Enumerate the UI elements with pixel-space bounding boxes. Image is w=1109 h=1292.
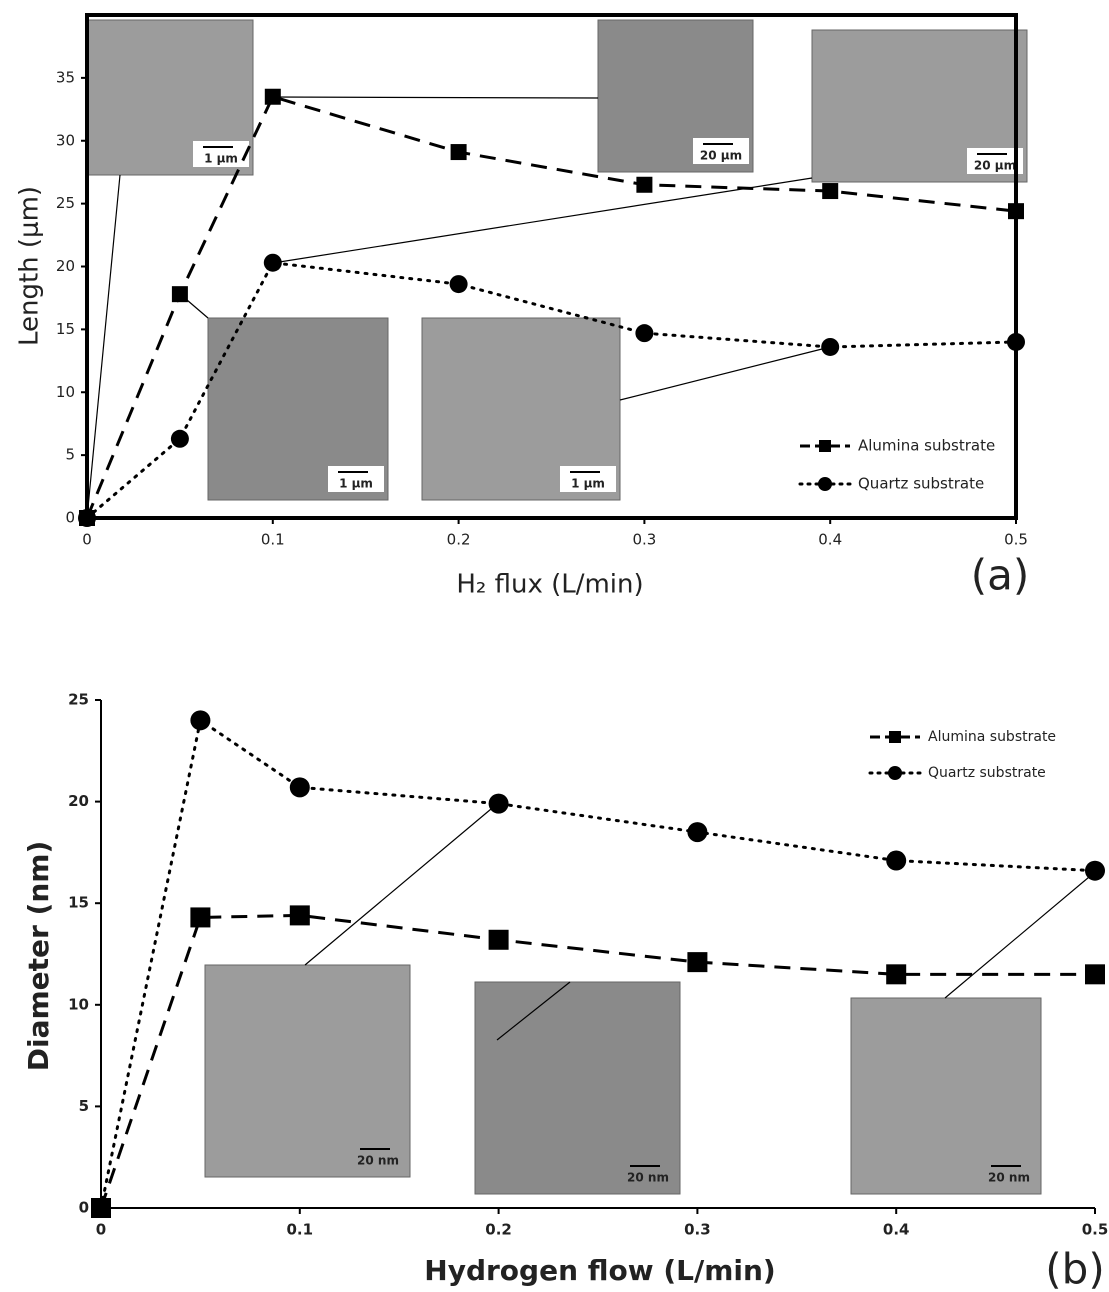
inset-scale-label: 20 μm <box>700 149 742 163</box>
legend-label: Alumina substrate <box>858 437 995 455</box>
y-tick-label: 5 <box>79 1097 89 1115</box>
y-tick-label: 10 <box>68 995 89 1013</box>
y-tick-label: 35 <box>56 68 75 86</box>
y-tick-label: 5 <box>65 446 75 464</box>
panel-label: (b) <box>1045 1245 1104 1292</box>
marker <box>170 429 189 448</box>
scale-bar-bg <box>193 141 249 167</box>
connector <box>304 803 498 966</box>
y-tick-label: 10 <box>56 383 75 401</box>
x-tick-label: 0.1 <box>261 531 285 549</box>
x-tick-label: 0.2 <box>485 1221 512 1239</box>
panel-label: (a) <box>971 551 1030 600</box>
x-tick-label: 0 <box>82 531 92 549</box>
y-tick-label: 0 <box>79 1199 89 1217</box>
y-axis-label: Length (μm) <box>15 186 45 346</box>
connector <box>619 346 831 401</box>
y-tick-label: 25 <box>56 194 75 212</box>
y-tick-label: 20 <box>56 257 75 275</box>
inset-scale-label: 20 μm <box>974 159 1016 173</box>
marker <box>450 144 467 161</box>
connector <box>944 871 1096 999</box>
inset-scale-label: 20 nm <box>988 1171 1030 1185</box>
marker <box>190 710 211 731</box>
marker <box>264 88 281 105</box>
inset-image <box>207 317 389 501</box>
marker <box>488 929 509 950</box>
marker <box>886 850 907 871</box>
inset-scale-label: 20 nm <box>357 1154 399 1168</box>
x-tick-label: 0.5 <box>1004 531 1028 549</box>
marker <box>687 822 708 843</box>
scale-bar-bg <box>693 138 749 164</box>
y-tick-label: 20 <box>68 792 89 810</box>
scale-bar-bg <box>328 466 384 492</box>
x-axis-label: Hydrogen flow (L/min) <box>424 1254 775 1287</box>
marker <box>488 793 509 814</box>
y-tick-label: 25 <box>68 691 89 709</box>
marker <box>635 324 654 343</box>
x-tick-label: 0.5 <box>1082 1221 1109 1239</box>
connector <box>269 96 599 99</box>
x-tick-label: 0.1 <box>287 1221 314 1239</box>
legend-label: Alumina substrate <box>928 729 1056 745</box>
inset-scale-label: 1 μm <box>204 152 238 166</box>
marker <box>818 477 832 491</box>
marker <box>636 176 653 193</box>
marker <box>263 253 282 272</box>
marker <box>289 905 310 926</box>
y-tick-label: 30 <box>56 131 75 149</box>
x-axis-label: H₂ flux (L/min) <box>456 570 643 600</box>
marker <box>1008 203 1024 220</box>
marker <box>1085 860 1105 881</box>
inset-scale-label: 1 μm <box>571 477 605 491</box>
marker <box>886 964 907 985</box>
marker <box>822 183 839 200</box>
inset-scale-label: 20 nm <box>627 1171 669 1185</box>
x-tick-label: 0.3 <box>632 531 656 549</box>
marker <box>1007 332 1025 351</box>
marker <box>687 952 708 973</box>
marker <box>171 286 188 303</box>
scale-bar-bg <box>967 148 1023 174</box>
scale-bar-bg <box>560 466 616 492</box>
marker <box>289 777 310 798</box>
marker <box>889 731 901 743</box>
y-tick-label: 15 <box>68 894 89 912</box>
connector <box>272 177 813 264</box>
marker <box>819 440 831 452</box>
y-tick-label: 0 <box>65 509 75 527</box>
y-axis-label: Diameter (nm) <box>22 841 55 1072</box>
marker <box>888 766 902 780</box>
inset-image <box>204 964 411 1178</box>
legend-label: Quartz substrate <box>858 475 984 493</box>
inset-image <box>850 997 1042 1195</box>
connector <box>86 174 121 519</box>
x-tick-label: 0.4 <box>818 531 842 549</box>
marker <box>449 275 468 294</box>
x-tick-label: 0.3 <box>684 1221 711 1239</box>
marker <box>821 337 840 356</box>
x-tick-label: 0.2 <box>447 531 471 549</box>
marker <box>91 1198 111 1218</box>
legend-label: Quartz substrate <box>928 765 1046 781</box>
x-tick-label: 0.4 <box>883 1221 910 1239</box>
y-tick-label: 15 <box>56 320 75 338</box>
marker <box>1085 964 1105 985</box>
inset-scale-label: 1 μm <box>339 477 373 491</box>
connector <box>496 981 571 1041</box>
inset-image <box>474 981 681 1195</box>
x-tick-label: 0 <box>96 1221 106 1239</box>
marker <box>190 907 211 928</box>
marker <box>78 509 96 527</box>
